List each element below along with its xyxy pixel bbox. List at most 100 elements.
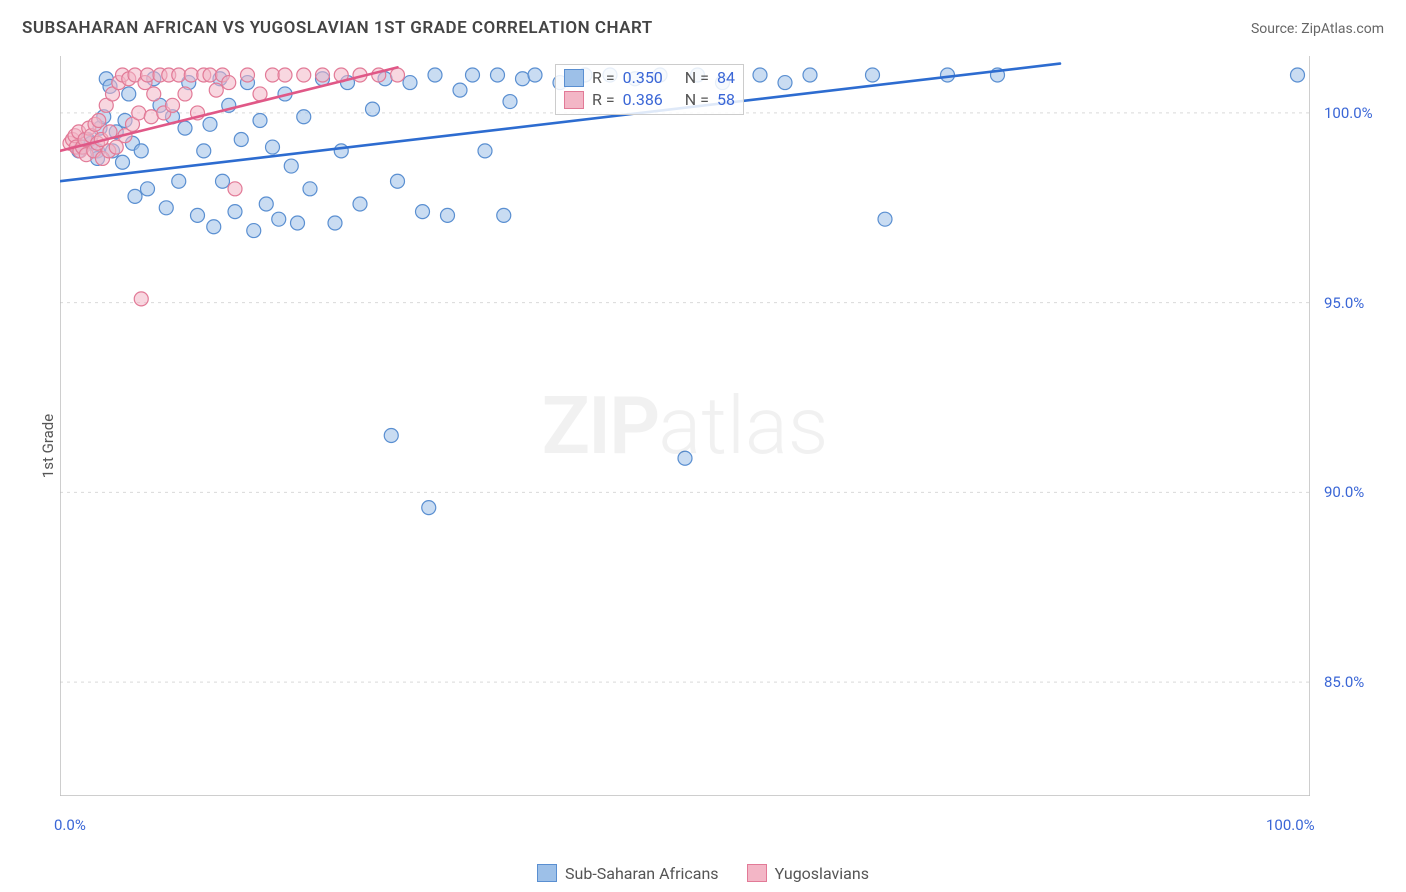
scatter-point bbox=[247, 224, 261, 238]
legend-label: Yugoslavians bbox=[775, 864, 869, 883]
scatter-point bbox=[291, 216, 305, 230]
scatter-point bbox=[241, 68, 255, 82]
scatter-point bbox=[491, 68, 505, 82]
scatter-point bbox=[147, 87, 161, 101]
legend: Sub-Saharan Africans Yugoslavians bbox=[0, 864, 1406, 887]
scatter-point bbox=[272, 212, 286, 226]
y-tick-label: 85.0% bbox=[1324, 673, 1364, 691]
r-label: R = bbox=[592, 89, 615, 111]
scatter-point bbox=[228, 205, 242, 219]
scatter-point bbox=[203, 117, 217, 131]
n-value: 84 bbox=[717, 67, 735, 89]
scatter-point bbox=[172, 174, 186, 188]
scatter-point bbox=[284, 159, 298, 173]
scatter-point bbox=[384, 428, 398, 442]
scatter-point bbox=[497, 208, 511, 222]
scatter-point bbox=[528, 68, 542, 82]
legend-item: Sub-Saharan Africans bbox=[537, 864, 719, 883]
chart-title: SUBSAHARAN AFRICAN VS YUGOSLAVIAN 1ST GR… bbox=[22, 18, 653, 38]
n-label: N = bbox=[685, 67, 709, 89]
correlation-stats-box: R = 0.350 N = 84 R = 0.386 N = 58 bbox=[555, 64, 744, 115]
scatter-point bbox=[209, 83, 223, 97]
scatter-point bbox=[391, 68, 405, 82]
scatter-point bbox=[234, 132, 248, 146]
y-tick-label: 100.0% bbox=[1324, 104, 1373, 122]
legend-swatch bbox=[747, 864, 767, 882]
scatter-point bbox=[391, 174, 405, 188]
scatter-point bbox=[478, 144, 492, 158]
r-value: 0.350 bbox=[623, 67, 663, 89]
stats-row: R = 0.350 N = 84 bbox=[564, 67, 735, 89]
scatter-point bbox=[466, 68, 480, 82]
scatter-point bbox=[178, 87, 192, 101]
scatter-point bbox=[178, 121, 192, 135]
source-label: Source: ZipAtlas.com bbox=[1251, 21, 1384, 37]
scatter-point bbox=[316, 68, 330, 82]
scatter-point bbox=[1291, 68, 1305, 82]
scatter-point bbox=[328, 216, 342, 230]
scatter-point bbox=[303, 182, 317, 196]
x-tick-label: 100.0% bbox=[1266, 816, 1315, 834]
title-bar: SUBSAHARAN AFRICAN VS YUGOSLAVIAN 1ST GR… bbox=[22, 18, 1384, 38]
scatter-point bbox=[191, 208, 205, 222]
legend-label: Sub-Saharan Africans bbox=[565, 864, 719, 883]
scatter-point bbox=[134, 292, 148, 306]
x-tick-label: 0.0% bbox=[54, 816, 86, 834]
y-axis-label: 1st Grade bbox=[39, 414, 57, 478]
scatter-point bbox=[222, 76, 236, 90]
scatter-point bbox=[144, 110, 158, 124]
n-value: 58 bbox=[717, 89, 735, 111]
scatter-point bbox=[353, 197, 367, 211]
scatter-point bbox=[266, 140, 280, 154]
scatter-point bbox=[122, 87, 136, 101]
scatter-point bbox=[366, 102, 380, 116]
scatter-point bbox=[403, 76, 417, 90]
series-swatch bbox=[564, 91, 584, 109]
scatter-point bbox=[266, 68, 280, 82]
scatter-point bbox=[516, 72, 530, 86]
r-label: R = bbox=[592, 67, 615, 89]
stats-row: R = 0.386 N = 58 bbox=[564, 89, 735, 111]
scatter-point bbox=[441, 208, 455, 222]
y-tick-label: 90.0% bbox=[1324, 483, 1364, 501]
chart-svg bbox=[60, 56, 1310, 796]
r-value: 0.386 bbox=[623, 89, 663, 111]
scatter-point bbox=[803, 68, 817, 82]
plot-area: ZIPatlas bbox=[60, 56, 1310, 796]
scatter-point bbox=[128, 189, 142, 203]
legend-swatch bbox=[537, 864, 557, 882]
scatter-point bbox=[116, 155, 130, 169]
scatter-point bbox=[216, 174, 230, 188]
scatter-point bbox=[132, 106, 146, 120]
scatter-point bbox=[334, 144, 348, 158]
scatter-point bbox=[141, 68, 155, 82]
legend-item: Yugoslavians bbox=[747, 864, 869, 883]
scatter-point bbox=[207, 220, 221, 234]
scatter-point bbox=[297, 68, 311, 82]
scatter-point bbox=[278, 68, 292, 82]
scatter-point bbox=[184, 68, 198, 82]
scatter-point bbox=[166, 98, 180, 112]
y-tick-label: 95.0% bbox=[1324, 294, 1364, 312]
scatter-point bbox=[778, 76, 792, 90]
scatter-point bbox=[253, 114, 267, 128]
scatter-point bbox=[172, 68, 186, 82]
scatter-point bbox=[866, 68, 880, 82]
scatter-point bbox=[878, 212, 892, 226]
scatter-point bbox=[92, 114, 106, 128]
scatter-point bbox=[134, 144, 148, 158]
scatter-point bbox=[297, 110, 311, 124]
scatter-point bbox=[416, 205, 430, 219]
n-label: N = bbox=[685, 89, 709, 111]
chart-container: SUBSAHARAN AFRICAN VS YUGOSLAVIAN 1ST GR… bbox=[0, 0, 1406, 892]
series-swatch bbox=[564, 69, 584, 87]
scatter-point bbox=[678, 451, 692, 465]
scatter-point bbox=[503, 95, 517, 109]
scatter-point bbox=[422, 501, 436, 515]
scatter-point bbox=[141, 182, 155, 196]
scatter-point bbox=[753, 68, 767, 82]
scatter-point bbox=[228, 182, 242, 196]
scatter-point bbox=[428, 68, 442, 82]
scatter-point bbox=[197, 144, 211, 158]
scatter-point bbox=[259, 197, 273, 211]
